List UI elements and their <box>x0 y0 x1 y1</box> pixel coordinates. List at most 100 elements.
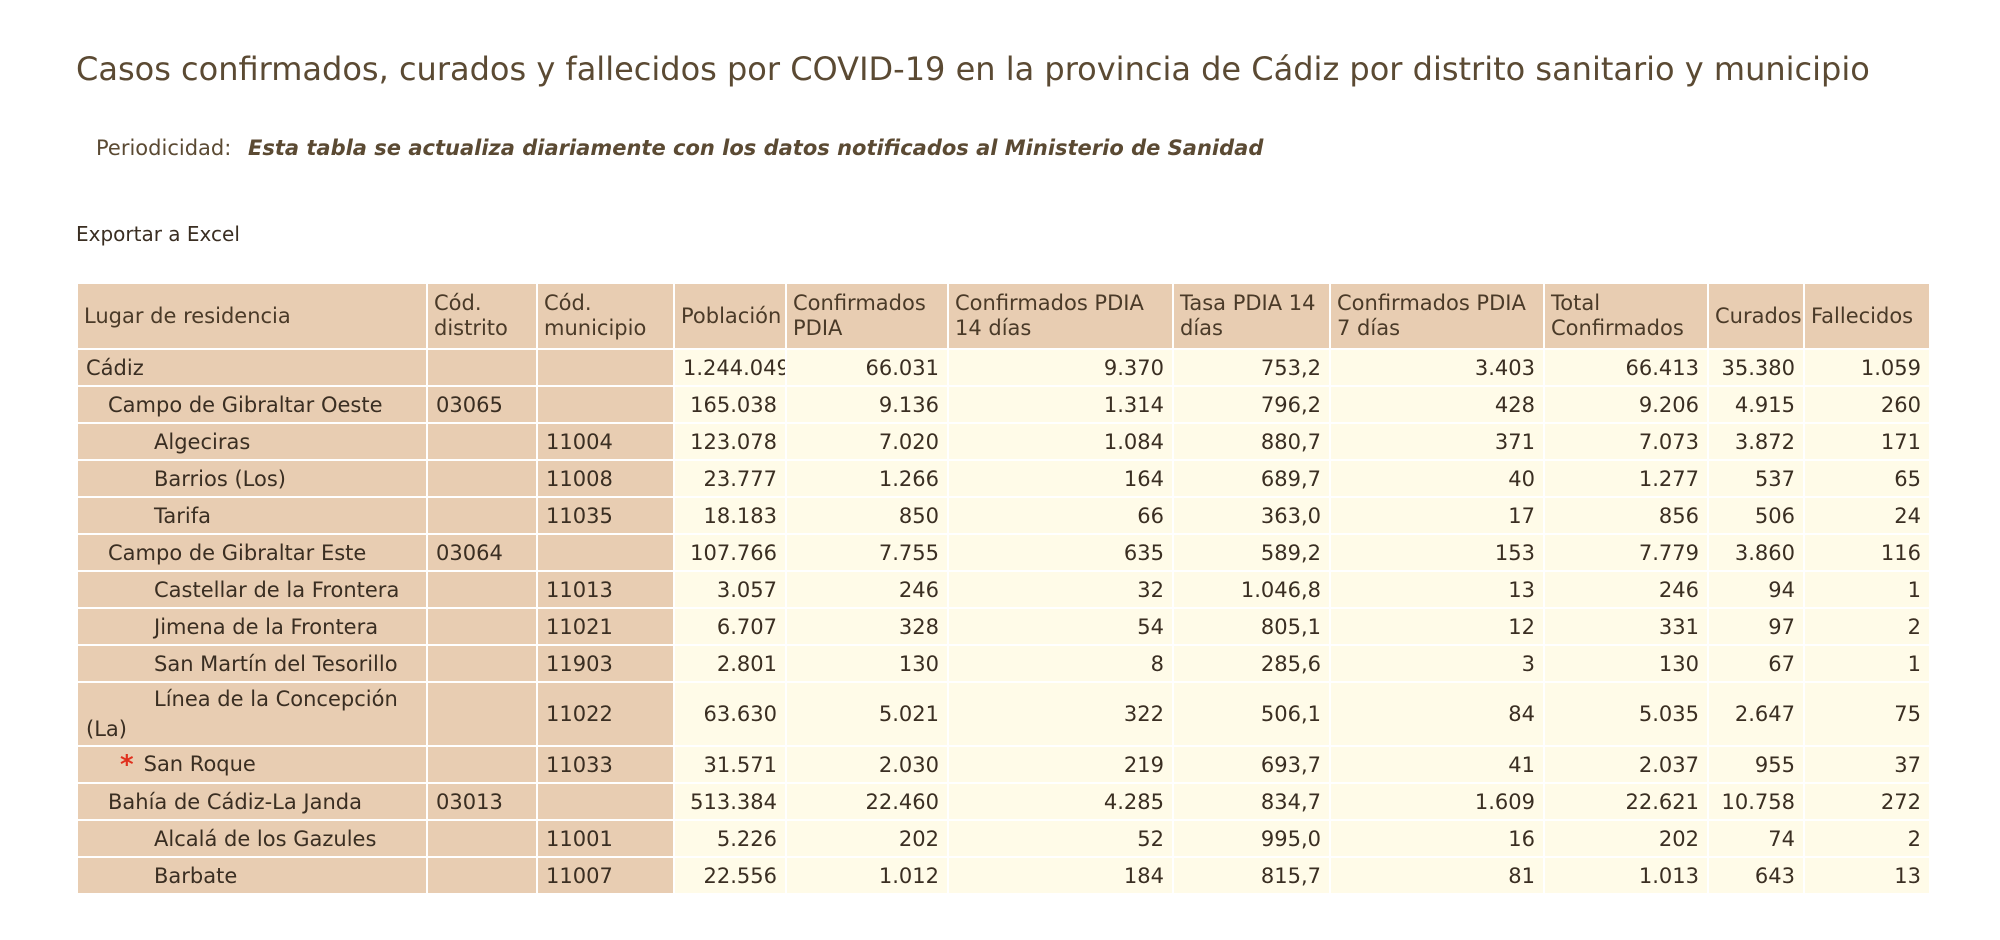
cell-poblacion: 6.707 <box>673 607 787 646</box>
header-confirmados-7[interactable]: Confirmados PDIA 7 días <box>1329 282 1545 350</box>
periodicity-note: Periodicidad: Esta tabla se actualiza di… <box>96 136 1263 160</box>
cell-lugar: Alcalá de los Gazules <box>76 819 428 858</box>
lugar-label: Cádiz <box>86 355 144 380</box>
cell-poblacion: 123.078 <box>673 422 787 461</box>
cell-curados: 67 <box>1707 644 1805 683</box>
cell-lugar: San Martín del Tesorillo <box>76 644 428 683</box>
cell-confirmados-pdia: 850 <box>785 496 949 535</box>
cell-cod-distrito <box>426 745 538 784</box>
cell-confirmados-14: 4.285 <box>947 782 1174 821</box>
cell-cod-distrito <box>426 496 538 535</box>
cell-total: 22.621 <box>1543 782 1709 821</box>
lugar-label: Campo de Gibraltar Este <box>108 540 367 565</box>
cell-confirmados-7: 3.403 <box>1329 348 1545 387</box>
header-tasa-14[interactable]: Tasa PDIA 14 días <box>1172 282 1331 350</box>
lugar-label: Barrios (Los) <box>154 466 286 491</box>
cell-curados: 3.872 <box>1707 422 1805 461</box>
table-row: Campo de Gibraltar Este 03064 107.766 7.755… <box>76 533 1931 572</box>
cell-total: 66.413 <box>1543 348 1709 387</box>
cell-lugar: Línea de la Concepción (La) <box>76 681 428 747</box>
cell-cod-municipio <box>536 348 675 387</box>
header-total[interactable]: Total Confirmados <box>1543 282 1709 350</box>
table-row: Bahía de Cádiz-La Janda 03013 513.384 22.46… <box>76 782 1931 821</box>
cell-curados: 94 <box>1707 570 1805 609</box>
asterisk-icon: * <box>120 749 134 780</box>
lugar-label: Tarifa <box>154 503 211 528</box>
table-row: Castellar de la Frontera 11013 3.057 246 32 1… <box>76 570 1931 609</box>
cell-confirmados-7: 41 <box>1329 745 1545 784</box>
lugar-label: Bahía de Cádiz-La Janda <box>108 789 362 814</box>
cell-cod-municipio: 11013 <box>536 570 675 609</box>
data-table-container: Lugar de residencia Cód. distrito Cód. m… <box>76 282 1931 895</box>
cell-curados: 10.758 <box>1707 782 1805 821</box>
cell-cod-distrito <box>426 681 538 747</box>
table-row: San Martín del Tesorillo 11903 2.801 130 8 28… <box>76 644 1931 683</box>
cell-cod-distrito <box>426 819 538 858</box>
lugar-label: Barbate <box>154 863 238 888</box>
cell-cod-municipio: 11008 <box>536 459 675 498</box>
header-curados[interactable]: Curados <box>1707 282 1805 350</box>
page-title: Casos confirmados, curados y fallecidos … <box>76 50 1870 88</box>
header-lugar[interactable]: Lugar de residencia <box>76 282 428 350</box>
cell-poblacion: 165.038 <box>673 385 787 424</box>
cell-fallecidos: 65 <box>1803 459 1931 498</box>
lugar-label: Alcalá de los Gazules <box>154 826 377 851</box>
cell-lugar: Castellar de la Frontera <box>76 570 428 609</box>
cell-cod-distrito: 03013 <box>426 782 538 821</box>
lugar-label: Línea de la Concepción (La) <box>86 687 398 741</box>
header-poblacion[interactable]: Población <box>673 282 787 350</box>
header-fallecidos[interactable]: Fallecidos <box>1803 282 1931 350</box>
cell-confirmados-14: 52 <box>947 819 1174 858</box>
cell-tasa-14: 363,0 <box>1172 496 1331 535</box>
cell-tasa-14: 796,2 <box>1172 385 1331 424</box>
table-row: Barbate 11007 22.556 1.012 184 815,7 81 1.013 64… <box>76 856 1931 895</box>
cell-cod-distrito: 03065 <box>426 385 538 424</box>
lugar-label: San Roque <box>143 751 256 776</box>
cell-confirmados-14: 184 <box>947 856 1174 895</box>
header-cod-municipio[interactable]: Cód. municipio <box>536 282 675 350</box>
cell-cod-municipio: 11022 <box>536 681 675 747</box>
periodicity-value: Esta tabla se actualiza diariamente con … <box>248 136 1264 160</box>
cell-confirmados-7: 13 <box>1329 570 1545 609</box>
table-row: Barrios (Los) 11008 23.777 1.266 164 689,7 40 1… <box>76 459 1931 498</box>
cell-cod-municipio <box>536 385 675 424</box>
cell-curados: 4.915 <box>1707 385 1805 424</box>
cell-lugar: Barrios (Los) <box>76 459 428 498</box>
export-excel-link[interactable]: Exportar a Excel <box>76 222 240 246</box>
cell-fallecidos: 272 <box>1803 782 1931 821</box>
lugar-label: Algeciras <box>154 429 251 454</box>
cell-lugar: Campo de Gibraltar Oeste <box>76 385 428 424</box>
cell-poblacion: 513.384 <box>673 782 787 821</box>
cell-tasa-14: 880,7 <box>1172 422 1331 461</box>
cell-tasa-14: 589,2 <box>1172 533 1331 572</box>
cell-poblacion: 63.630 <box>673 681 787 747</box>
header-confirmados-14[interactable]: Confirmados PDIA 14 días <box>947 282 1174 350</box>
cell-confirmados-7: 81 <box>1329 856 1545 895</box>
cell-poblacion: 22.556 <box>673 856 787 895</box>
cell-curados: 537 <box>1707 459 1805 498</box>
cell-confirmados-pdia: 328 <box>785 607 949 646</box>
table-row: Alcalá de los Gazules 11001 5.226 202 52 995,… <box>76 819 1931 858</box>
cell-total: 246 <box>1543 570 1709 609</box>
cell-confirmados-7: 16 <box>1329 819 1545 858</box>
cell-lugar: Tarifa <box>76 496 428 535</box>
cell-confirmados-7: 153 <box>1329 533 1545 572</box>
cell-cod-municipio: 11001 <box>536 819 675 858</box>
cell-cod-distrito <box>426 607 538 646</box>
periodicity-label: Periodicidad: <box>96 136 232 160</box>
cell-poblacion: 3.057 <box>673 570 787 609</box>
cell-poblacion: 23.777 <box>673 459 787 498</box>
cell-total: 9.206 <box>1543 385 1709 424</box>
cell-fallecidos: 1 <box>1803 644 1931 683</box>
cell-confirmados-pdia: 246 <box>785 570 949 609</box>
header-cod-distrito[interactable]: Cód. distrito <box>426 282 538 350</box>
header-confirmados-pdia[interactable]: Confirmados PDIA <box>785 282 949 350</box>
cell-cod-municipio <box>536 782 675 821</box>
cell-confirmados-pdia: 130 <box>785 644 949 683</box>
cell-total: 202 <box>1543 819 1709 858</box>
cell-curados: 97 <box>1707 607 1805 646</box>
cell-tasa-14: 834,7 <box>1172 782 1331 821</box>
cell-confirmados-14: 32 <box>947 570 1174 609</box>
cell-confirmados-14: 219 <box>947 745 1174 784</box>
